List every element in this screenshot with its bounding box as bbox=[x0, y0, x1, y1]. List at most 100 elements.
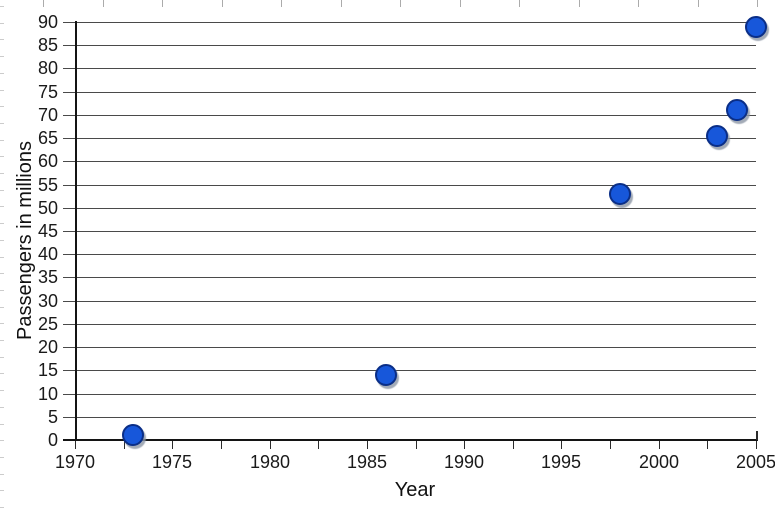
y-tick-label: 15 bbox=[37, 360, 58, 380]
left-edge-ruler-tick bbox=[0, 223, 4, 224]
left-edge-ruler-tick bbox=[0, 507, 4, 508]
y-tick-label: 30 bbox=[37, 291, 58, 311]
x-tick-label: 1980 bbox=[249, 452, 291, 472]
left-edge-ruler-tick bbox=[0, 474, 4, 475]
y-gridline bbox=[63, 185, 756, 186]
y-tick-label: 40 bbox=[37, 244, 58, 264]
y-gridline bbox=[63, 417, 756, 418]
y-tick-label: 0 bbox=[47, 430, 58, 450]
left-edge-ruler-tick bbox=[0, 190, 4, 191]
left-edge-ruler-tick bbox=[0, 373, 4, 374]
y-gridline bbox=[63, 92, 756, 93]
y-gridline bbox=[63, 208, 756, 209]
y-gridline bbox=[63, 347, 756, 348]
y-axis-line bbox=[75, 21, 77, 441]
y-tick-label: 75 bbox=[37, 82, 58, 102]
y-gridline bbox=[63, 277, 756, 278]
top-edge-ruler-tick bbox=[698, 0, 699, 7]
y-gridline bbox=[63, 22, 756, 23]
x-axis-tick bbox=[707, 441, 708, 449]
y-tick-label: 45 bbox=[37, 221, 58, 241]
data-point bbox=[609, 183, 631, 205]
x-axis-tick bbox=[270, 441, 271, 449]
x-axis-tick bbox=[367, 441, 368, 449]
left-edge-ruler-tick bbox=[0, 407, 4, 408]
y-tick-label: 20 bbox=[37, 337, 58, 357]
y-gridline bbox=[63, 45, 756, 46]
y-gridline bbox=[63, 115, 756, 116]
top-edge-ruler-tick bbox=[281, 0, 282, 7]
y-tick-label: 25 bbox=[37, 314, 58, 334]
x-axis-tick bbox=[172, 441, 173, 449]
y-tick-label: 35 bbox=[37, 267, 58, 287]
y-gridline bbox=[63, 394, 756, 395]
left-edge-ruler-tick bbox=[0, 323, 4, 324]
y-tick-label: 80 bbox=[37, 58, 58, 78]
y-gridline bbox=[63, 161, 756, 162]
left-edge-ruler-tick bbox=[0, 490, 4, 491]
top-edge-ruler-tick bbox=[757, 0, 758, 7]
y-tick-label: 10 bbox=[37, 384, 58, 404]
left-edge-ruler-tick bbox=[0, 457, 4, 458]
y-axis-title: Passengers in millions bbox=[14, 141, 36, 340]
top-edge-ruler-tick bbox=[222, 0, 223, 7]
left-edge-ruler-tick bbox=[0, 73, 4, 74]
left-edge-ruler-tick bbox=[0, 440, 4, 441]
left-edge-ruler-tick bbox=[0, 390, 4, 391]
left-edge-ruler-tick bbox=[0, 340, 4, 341]
data-point bbox=[726, 99, 748, 121]
left-edge-ruler-tick bbox=[0, 206, 4, 207]
top-edge-ruler-tick bbox=[341, 0, 342, 7]
x-axis-tick bbox=[561, 441, 562, 449]
x-axis-tick bbox=[75, 441, 76, 449]
top-edge-ruler-tick bbox=[43, 0, 44, 7]
x-axis-tick bbox=[659, 441, 660, 449]
left-edge-ruler-tick bbox=[0, 56, 4, 57]
y-gridline bbox=[63, 301, 756, 302]
y-tick-label: 5 bbox=[47, 407, 58, 427]
x-axis-tick bbox=[416, 441, 417, 449]
y-tick-label: 65 bbox=[37, 128, 58, 148]
x-axis-tick bbox=[513, 441, 514, 449]
left-edge-ruler-tick bbox=[0, 106, 4, 107]
x-tick-label: 1970 bbox=[54, 452, 96, 472]
left-edge-ruler-tick bbox=[0, 156, 4, 157]
x-tick-label: 1985 bbox=[346, 452, 388, 472]
y-tick-label: 70 bbox=[37, 105, 58, 125]
x-axis-tick bbox=[756, 441, 757, 449]
y-tick-label: 50 bbox=[37, 198, 58, 218]
left-edge-ruler-tick bbox=[0, 273, 4, 274]
x-axis-tick bbox=[221, 441, 222, 449]
x-tick-label: 1995 bbox=[540, 452, 582, 472]
y-tick-label: 90 bbox=[37, 12, 58, 32]
x-tick-label: 2005 bbox=[735, 452, 775, 472]
top-edge-ruler-tick bbox=[162, 0, 163, 7]
y-gridline bbox=[63, 324, 756, 325]
left-edge-ruler-tick bbox=[0, 123, 4, 124]
y-tick-label: 85 bbox=[37, 35, 58, 55]
left-edge-ruler-tick bbox=[0, 257, 4, 258]
top-edge-ruler-tick bbox=[460, 0, 461, 7]
top-edge-ruler-tick bbox=[579, 0, 580, 7]
left-edge-ruler-tick bbox=[0, 90, 4, 91]
left-edge-ruler-tick bbox=[0, 39, 4, 40]
left-edge-ruler-tick bbox=[0, 6, 4, 7]
top-edge-ruler-tick bbox=[638, 0, 639, 7]
x-axis-title: Year bbox=[394, 479, 436, 501]
top-edge-ruler-tick bbox=[519, 0, 520, 7]
x-axis-tick bbox=[610, 441, 611, 449]
x-tick-label: 2000 bbox=[638, 452, 680, 472]
x-axis-line bbox=[63, 439, 758, 441]
left-edge-ruler-tick bbox=[0, 140, 4, 141]
y-gridline bbox=[63, 370, 756, 371]
x-axis-corner-stub bbox=[756, 431, 758, 440]
left-edge-ruler-tick bbox=[0, 307, 4, 308]
top-edge-ruler-tick bbox=[400, 0, 401, 7]
left-edge-ruler-tick bbox=[0, 357, 4, 358]
x-tick-label: 1975 bbox=[151, 452, 193, 472]
left-edge-ruler-tick bbox=[0, 424, 4, 425]
y-tick-label: 55 bbox=[37, 175, 58, 195]
left-edge-ruler-tick bbox=[0, 290, 4, 291]
left-edge-ruler-tick bbox=[0, 23, 4, 24]
